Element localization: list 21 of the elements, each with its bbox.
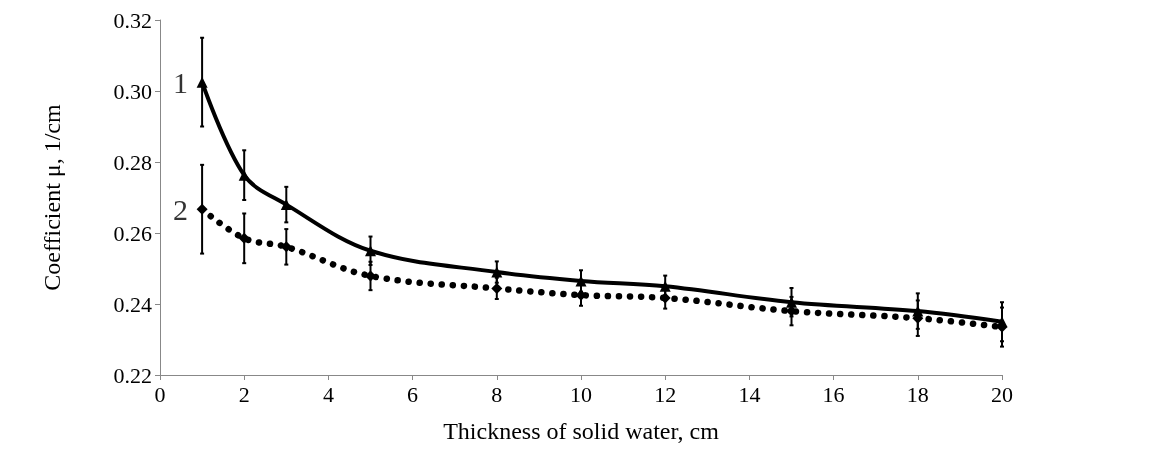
x-tick-label: 14 (738, 381, 761, 407)
x-tick-label: 2 (238, 381, 250, 407)
x-tick-label: 6 (407, 381, 419, 407)
y-tick-label: 0.26 (113, 220, 152, 246)
x-tick-label: 0 (154, 381, 166, 407)
x-tick-label: 18 (906, 381, 929, 407)
x-tick-label: 4 (322, 381, 334, 407)
y-tick-label: 0.22 (113, 362, 152, 388)
x-axis-title: Thickness of solid water, cm (443, 418, 720, 444)
x-tick-label: 8 (491, 381, 503, 407)
annotation: 1 (173, 65, 189, 99)
x-tick-label: 20 (991, 381, 1013, 407)
y-tick-label: 0.24 (113, 291, 152, 317)
y-tick-label: 0.28 (113, 149, 152, 175)
y-tick-label: 0.30 (113, 78, 152, 104)
annotation: 2 (173, 192, 189, 226)
y-tick-label: 0.32 (113, 7, 152, 33)
y-axis-title: Coefficient μ, 1/cm (39, 103, 65, 291)
x-tick-label: 12 (654, 381, 677, 407)
x-tick-label: 10 (570, 381, 592, 407)
x-tick-label: 16 (822, 381, 845, 407)
